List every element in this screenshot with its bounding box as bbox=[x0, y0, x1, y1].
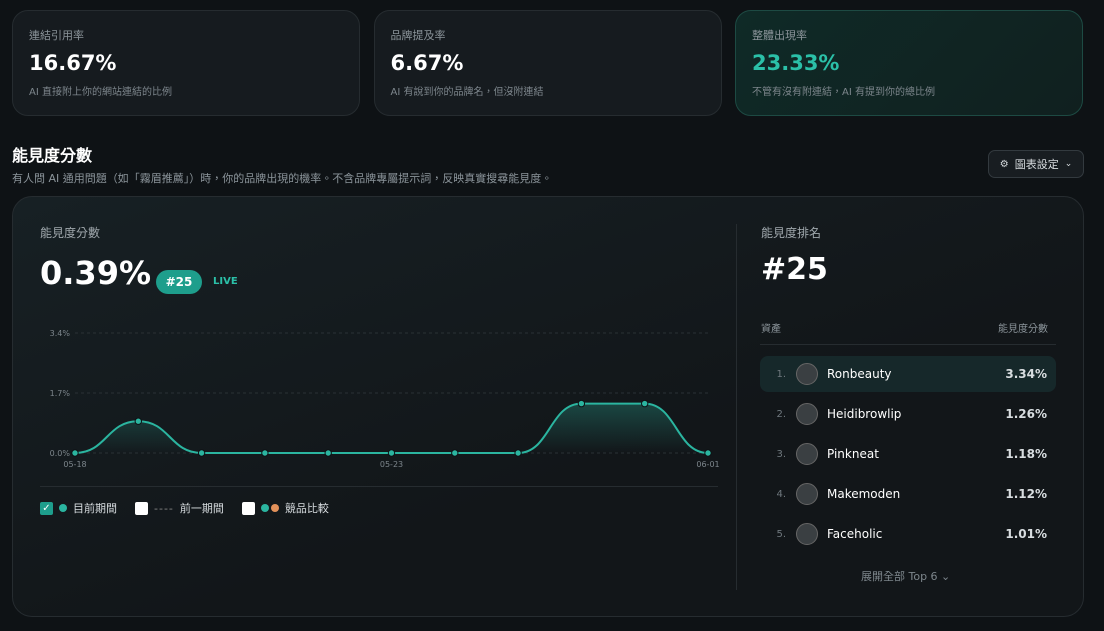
stat-label: 連結引用率 bbox=[29, 29, 84, 42]
row-rank: 3. bbox=[776, 448, 786, 460]
point bbox=[71, 449, 79, 457]
stat-desc: AI 有說到你的品牌名，但沒附連結 bbox=[390, 87, 544, 98]
column-header: 能見度分數 bbox=[998, 324, 1048, 335]
stat-value: 16.67% bbox=[29, 51, 117, 75]
point bbox=[134, 417, 143, 425]
row-name: Heidibrowlip bbox=[827, 407, 902, 421]
checkbox[interactable]: ✓ bbox=[40, 501, 53, 515]
point bbox=[641, 399, 649, 408]
section-subtitle: 有人問 AI 通用問題（如「霧眉推薦」）時，你的品牌出現的機率。不含品牌專屬提示… bbox=[12, 172, 553, 185]
brand-icon bbox=[796, 403, 818, 425]
checkbox[interactable] bbox=[241, 501, 255, 515]
row-name: Pinkneat bbox=[827, 447, 879, 461]
point bbox=[577, 399, 586, 408]
rank-value: #25 bbox=[761, 252, 828, 287]
x-tick-label: 05-18 bbox=[63, 460, 86, 469]
column-header: 資產 bbox=[761, 324, 781, 335]
divider bbox=[760, 344, 1056, 345]
row-rank: 1. bbox=[776, 368, 786, 380]
stat-value: 6.67% bbox=[390, 51, 464, 75]
stat-card: 整體出現率 23.33% 不管有沒有附連結，AI 有提到你的總比例 bbox=[735, 10, 1083, 116]
legend-dash: ---- bbox=[154, 501, 174, 515]
ranking-row[interactable]: 3. Pinkneat 1.18% bbox=[760, 436, 1056, 472]
row-rank: 2. bbox=[776, 408, 786, 420]
area bbox=[75, 403, 708, 453]
score-label: 能見度分數 bbox=[40, 226, 101, 240]
ranking-row[interactable]: 1. Ronbeauty 3.34% bbox=[760, 356, 1056, 392]
point bbox=[387, 449, 396, 457]
point bbox=[514, 449, 522, 457]
row-rank: 5. bbox=[776, 528, 786, 540]
legend-dot bbox=[260, 504, 269, 512]
row-score: 1.01% bbox=[1005, 527, 1047, 541]
expand-label: 展開全部 Top 6 bbox=[861, 570, 938, 583]
stat-label: 整體出現率 bbox=[752, 29, 807, 42]
row-score: 1.12% bbox=[1005, 487, 1047, 501]
ranking-row[interactable]: 5. Faceholic 1.01% bbox=[760, 516, 1056, 552]
stat-card: 連結引用率 16.67% AI 直接附上你的網站連結的比例 bbox=[12, 10, 360, 116]
row-name: Makemoden bbox=[827, 487, 901, 501]
legend-label: 目前期間 bbox=[73, 502, 117, 515]
y-tick-label: 3.4% bbox=[50, 329, 71, 338]
row-score: 3.34% bbox=[1005, 367, 1047, 381]
point bbox=[451, 449, 459, 457]
stat-label: 品牌提及率 bbox=[390, 29, 446, 42]
section-title: 能見度分數 bbox=[12, 146, 93, 165]
brand-icon bbox=[796, 483, 818, 505]
panel bbox=[12, 196, 1084, 617]
rank-badge: #25 bbox=[156, 270, 202, 294]
ranking-row[interactable]: 2. Heidibrowlip 1.26% bbox=[760, 396, 1056, 432]
legend-dot bbox=[270, 504, 279, 512]
legend-label: 前一期間 bbox=[179, 502, 224, 515]
point bbox=[261, 449, 269, 457]
x-tick-label: 06-01 bbox=[696, 460, 719, 469]
stat-card: 品牌提及率 6.67% AI 有說到你的品牌名，但沒附連結 bbox=[373, 10, 722, 116]
point bbox=[704, 449, 712, 457]
checkbox[interactable] bbox=[135, 501, 148, 515]
row-name: Faceholic bbox=[827, 527, 883, 541]
y-tick-label: 0.0% bbox=[50, 449, 71, 458]
brand-icon bbox=[796, 443, 818, 465]
y-tick-label: 1.7% bbox=[50, 389, 71, 398]
divider bbox=[40, 486, 718, 487]
stat-value: 23.33% bbox=[752, 51, 840, 75]
stat-desc: AI 直接附上你的網站連結的比例 bbox=[29, 87, 172, 98]
score-value: 0.39% bbox=[40, 254, 152, 292]
settings-button[interactable]: ⚙ 圖表設定 ⌄ bbox=[988, 150, 1084, 178]
legend-dot bbox=[59, 504, 67, 512]
row-score: 1.26% bbox=[1005, 407, 1047, 421]
row-score: 1.18% bbox=[1005, 447, 1047, 461]
ranking-row[interactable]: 4. Makemoden 1.12% bbox=[760, 476, 1056, 512]
row-name: Ronbeauty bbox=[827, 367, 892, 381]
legend-label: 競品比較 bbox=[284, 502, 329, 515]
point bbox=[197, 449, 206, 457]
legend: ✓ 目前期間 ---- 前一期間 競品比較 bbox=[40, 500, 329, 516]
row-rank: 4. bbox=[776, 488, 786, 500]
divider bbox=[736, 224, 737, 590]
expand-link[interactable]: 展開全部 Top 6 ⌄ bbox=[861, 570, 951, 583]
stat-desc: 不管有沒有附連結，AI 有提到你的總比例 bbox=[752, 87, 935, 98]
brand-icon bbox=[796, 363, 818, 385]
x-tick-label: 05-23 bbox=[380, 460, 403, 469]
button-label: 圖表設定 bbox=[1014, 158, 1059, 171]
live-tag: LIVE bbox=[213, 276, 238, 287]
brand-icon bbox=[796, 523, 818, 545]
ranking-title: 能見度排名 bbox=[761, 226, 822, 240]
point bbox=[324, 449, 332, 457]
chart: 0.0% 1.7% 3.4% 05-18 05-23 06-01 bbox=[50, 329, 720, 469]
